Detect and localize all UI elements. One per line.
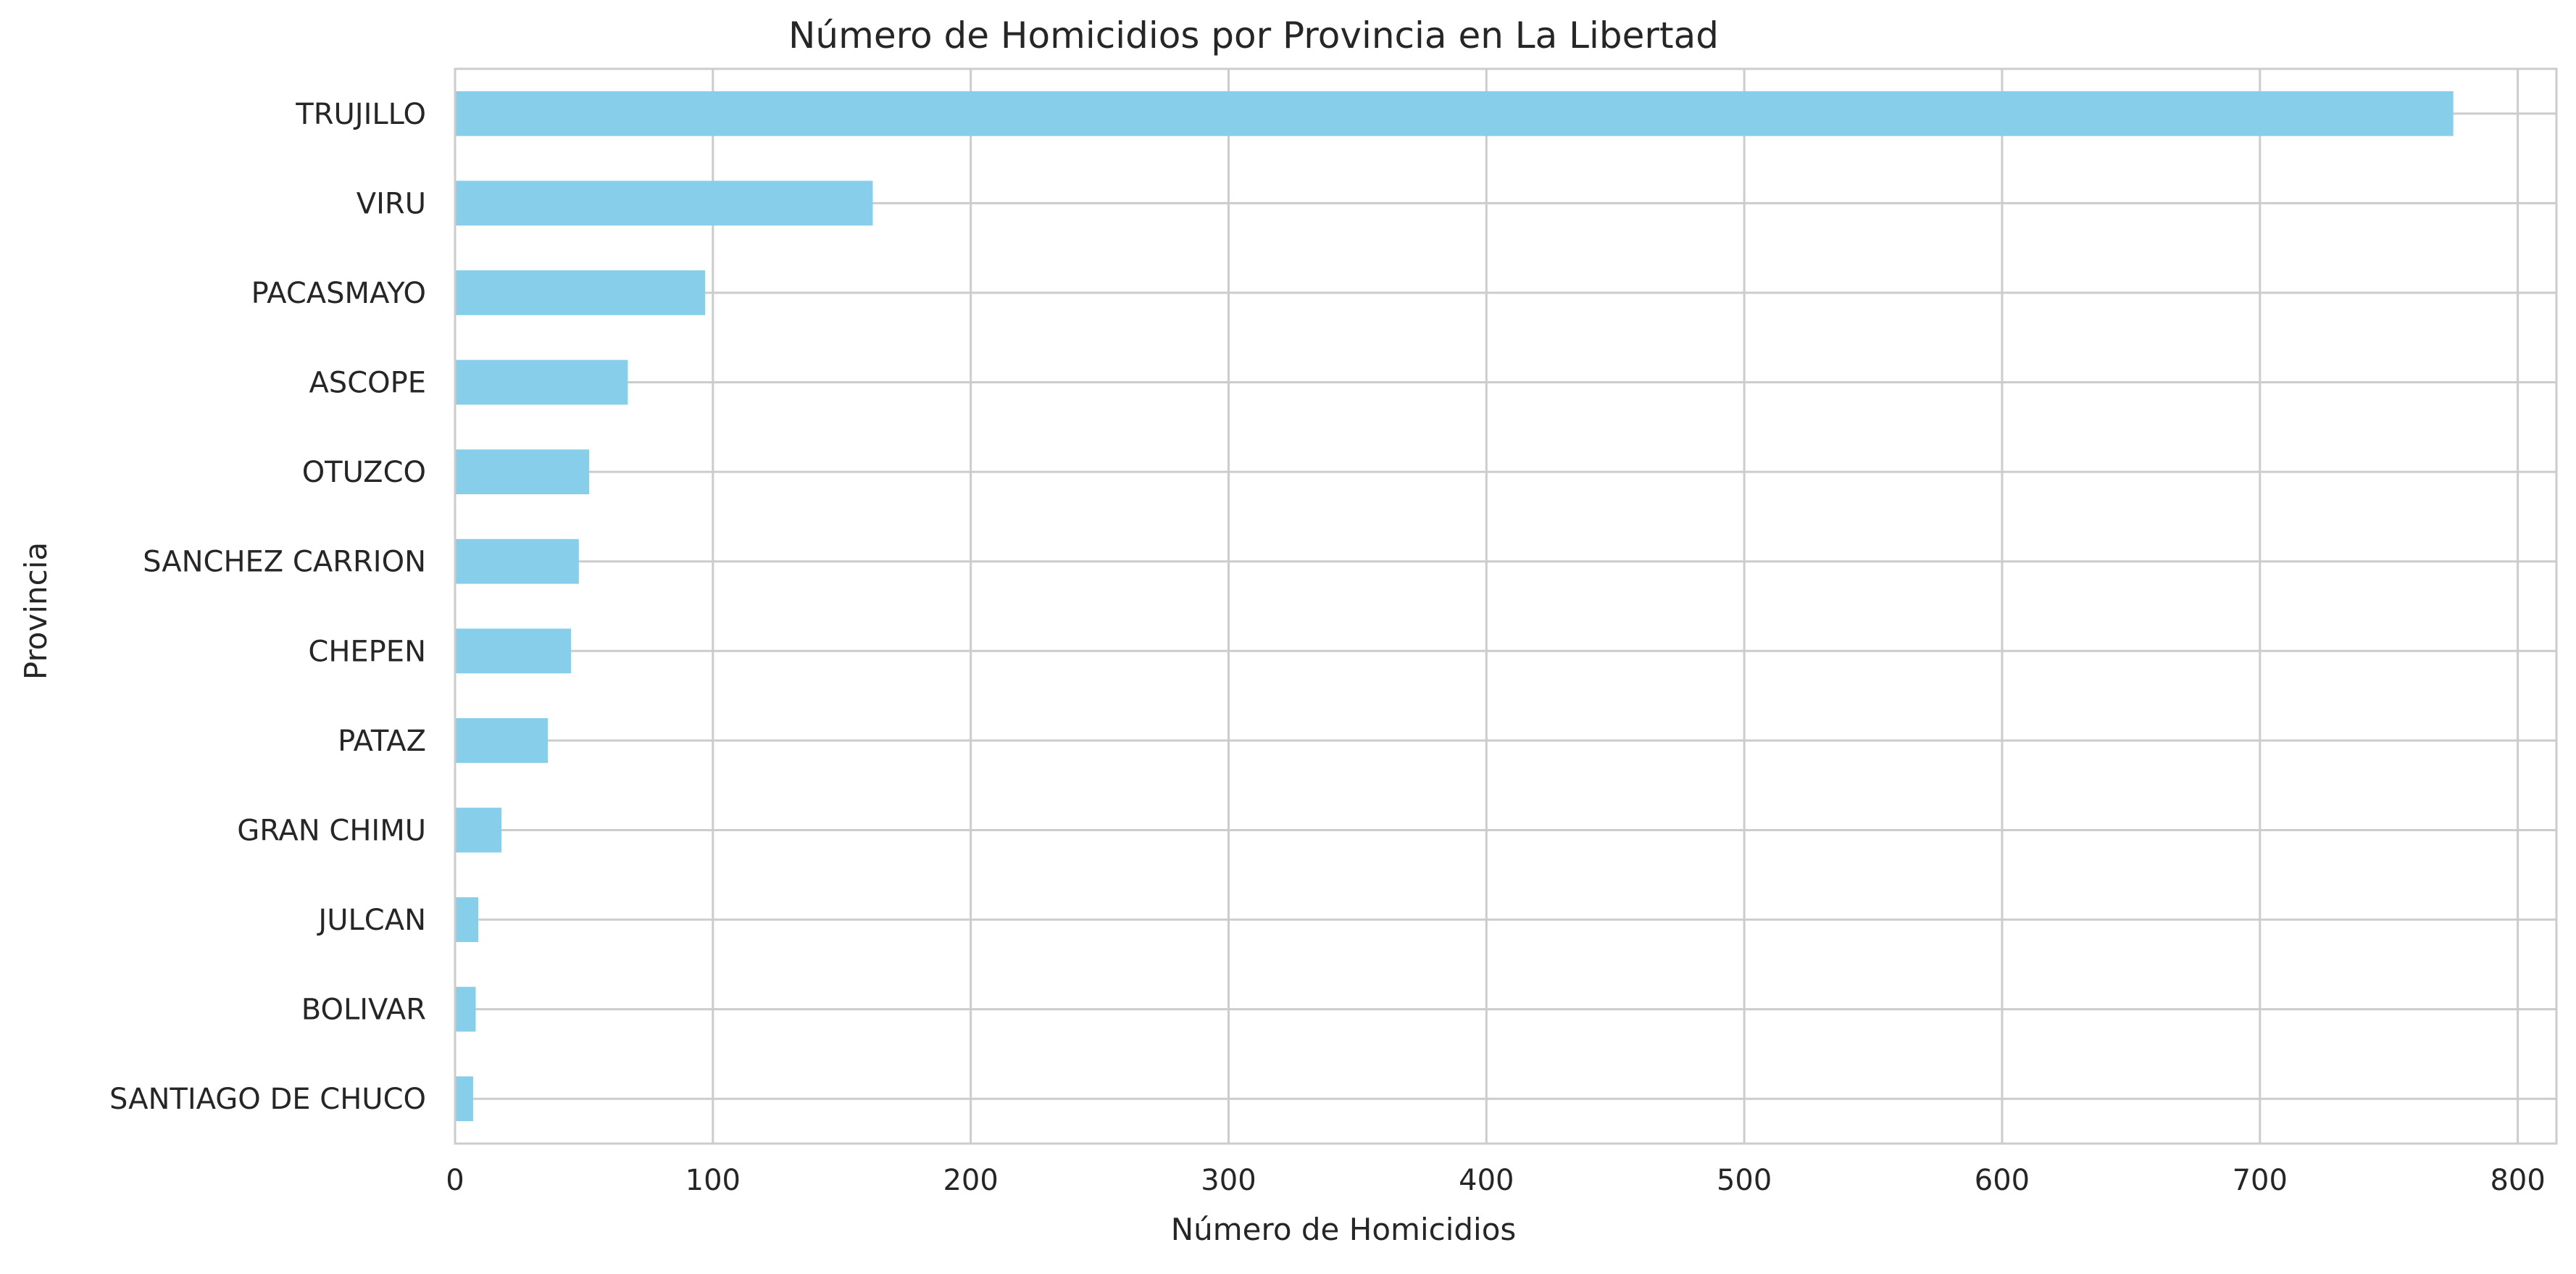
x-tick-label: 0	[446, 1164, 464, 1197]
bar-gran-chimu	[455, 807, 502, 853]
bar-chepen	[455, 628, 572, 674]
y-tick-label: SANCHEZ CARRION	[143, 546, 426, 579]
bar-otuzco	[455, 449, 590, 495]
x-axis-label: Número de Homicidios	[1171, 1212, 1517, 1247]
bar-santiago-de-chuco	[455, 1076, 473, 1122]
bar-pataz	[455, 717, 549, 763]
y-tick-label: VIRU	[357, 187, 426, 220]
x-tick-label: 800	[2490, 1164, 2545, 1197]
y-tick-label: ASCOPE	[309, 367, 426, 400]
y-tick-label: OTUZCO	[302, 456, 426, 489]
x-tick-label: 100	[685, 1164, 741, 1197]
bars	[455, 91, 2454, 1122]
bar-viru	[455, 180, 873, 226]
x-tick-label: 600	[1975, 1164, 2030, 1197]
bar-bolivar	[455, 986, 476, 1032]
x-tick-label: 400	[1459, 1164, 1514, 1197]
y-tick-label: PACASMAYO	[251, 277, 426, 310]
y-axis-label: Provincia	[18, 542, 54, 680]
tick-labels: TRUJILLO VIRU PACASMAYO ASCOPE OTUZCO SANCHEZ…	[109, 98, 2546, 1197]
y-tick-label: PATAZ	[338, 725, 426, 758]
bar-julcan	[455, 897, 479, 942]
chart-title: Número de Homicidios por Provincia en La…	[788, 14, 1719, 57]
y-tick-label: JULCAN	[316, 904, 426, 937]
y-tick-label: SANTIAGO DE CHUCO	[109, 1083, 426, 1116]
y-tick-label: CHEPEN	[308, 635, 426, 668]
bar-trujillo	[455, 91, 2454, 136]
bar-sanchez-carrion	[455, 538, 579, 584]
bar-pacasmayo	[455, 270, 706, 315]
x-tick-label: 500	[1717, 1164, 1772, 1197]
x-tick-label: 300	[1201, 1164, 1256, 1197]
y-tick-label: TRUJILLO	[295, 98, 426, 131]
y-tick-label: BOLIVAR	[301, 994, 426, 1027]
plot-frame	[454, 67, 2558, 1145]
x-tick-label: 200	[943, 1164, 998, 1197]
grid-lines	[454, 69, 2556, 1144]
y-tick-label: GRAN CHIMU	[237, 814, 426, 847]
bar-ascope	[455, 359, 628, 405]
x-tick-label: 700	[2233, 1164, 2288, 1197]
